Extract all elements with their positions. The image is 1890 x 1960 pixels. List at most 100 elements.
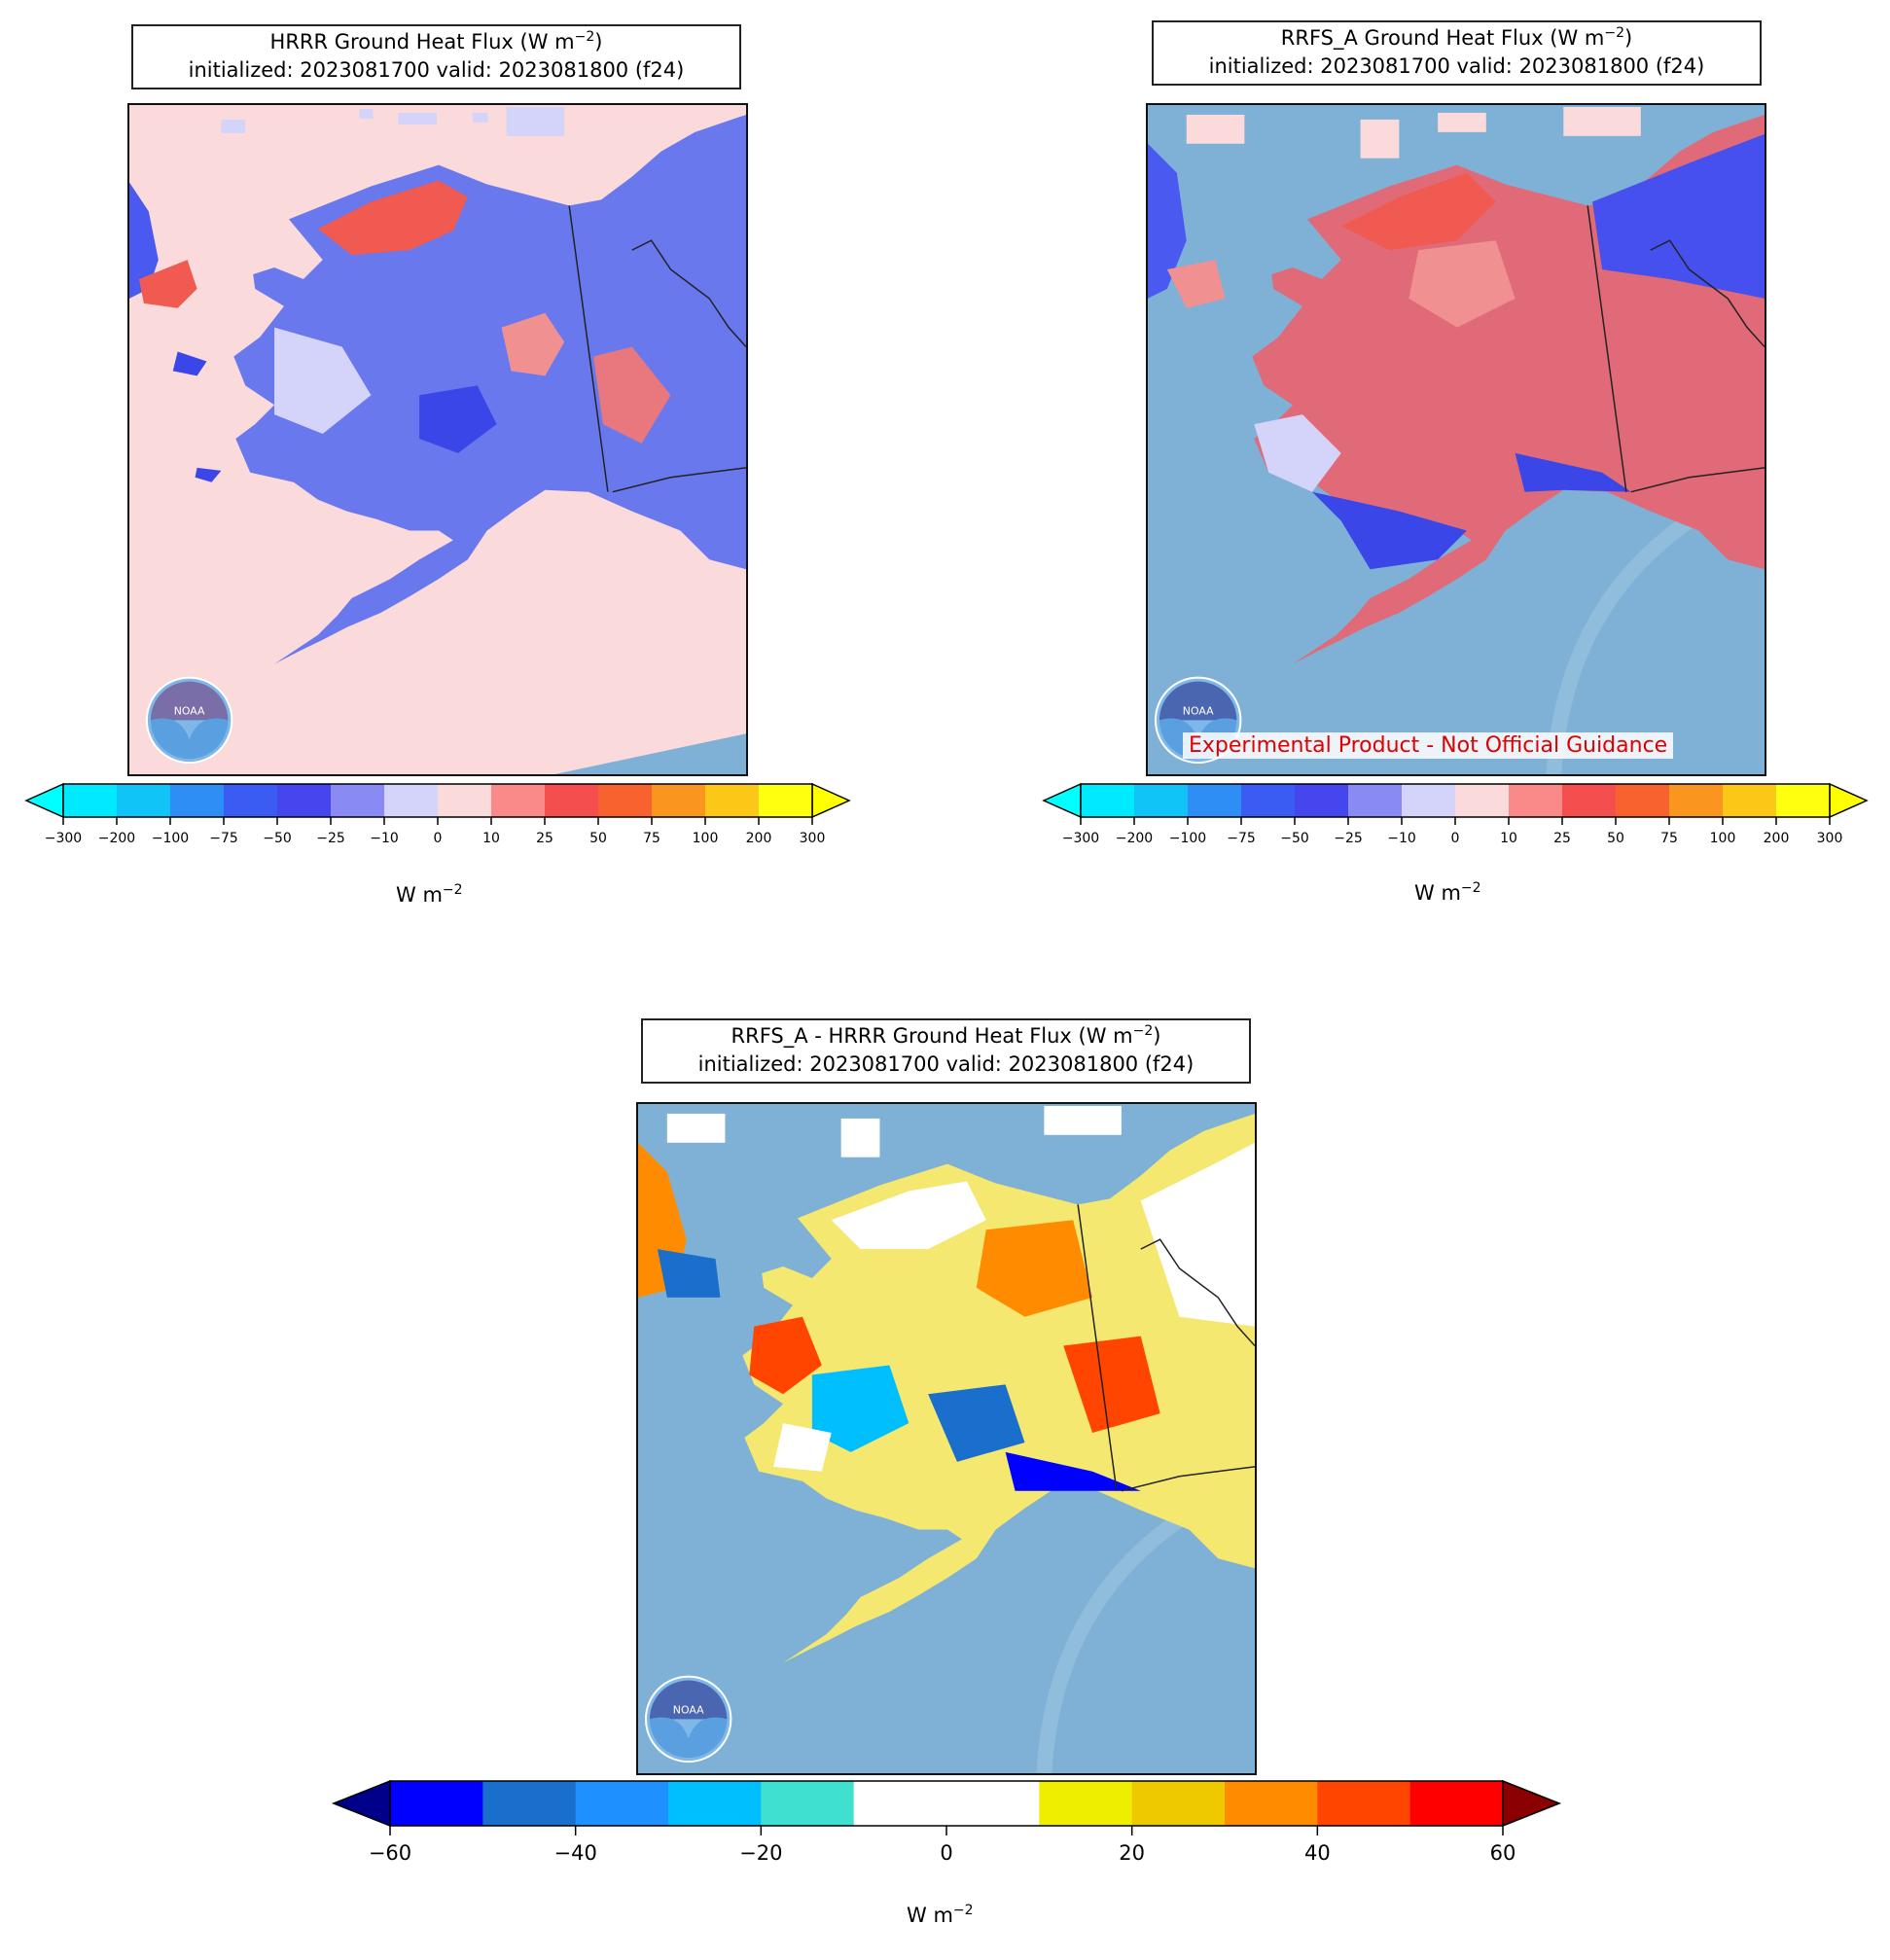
sea-corner — [554, 733, 746, 774]
colorbar-segment — [491, 784, 546, 817]
colorbar-segment — [1348, 784, 1403, 817]
colorbar-segment — [390, 1781, 483, 1826]
title-subtitle: initialized: 2023081700 valid: 202308180… — [188, 58, 685, 82]
sea-ice-patches — [1186, 106, 1641, 159]
colorbar-tick-label: −75 — [209, 831, 238, 846]
colorbar-tick-label: −100 — [152, 831, 189, 846]
colorbar-segment — [1188, 784, 1242, 817]
title-subtitle: initialized: 2023081700 valid: 202308180… — [697, 1052, 1195, 1076]
colorbar-tick-label: 60 — [1490, 1841, 1516, 1865]
colorbar-tick-label: −25 — [316, 831, 345, 846]
colorbar-segment — [1134, 784, 1189, 817]
colorbar-tick-label: −50 — [1280, 831, 1309, 846]
colorbar-segment — [1776, 784, 1831, 817]
colorbar-segment — [652, 784, 706, 817]
seafloor-ridge — [1546, 503, 1765, 774]
colorbar-segment — [575, 1781, 669, 1826]
colorbar-tick-label: 100 — [1710, 831, 1736, 846]
colorbar-tick-label: 50 — [589, 831, 607, 846]
colorbar-segment — [545, 784, 599, 817]
colorbar-over-triangle — [811, 782, 851, 819]
colorbar-segment — [1562, 784, 1617, 817]
title-subtitle: initialized: 2023081700 valid: 202308180… — [1208, 54, 1705, 78]
map-svg: NOAA — [638, 1104, 1255, 1773]
colorbar-segment — [331, 784, 385, 817]
map-svg: NOAA — [1148, 105, 1765, 774]
colorbar-segment — [482, 1781, 577, 1826]
colorbar-tick-label: −20 — [739, 1841, 782, 1865]
colorbar-segment — [598, 784, 653, 817]
noaa-logo: NOAA — [644, 1675, 732, 1764]
colorbar-segment — [63, 784, 118, 817]
title-text: HRRR Ground Heat Flux (W m−2) — [269, 29, 603, 53]
colorbar-tick-label: −200 — [1116, 831, 1153, 846]
colorbar-under-triangle — [1042, 782, 1082, 819]
colorbar-segment — [1402, 784, 1456, 817]
map-svg: NOAA — [129, 105, 746, 774]
colorbar-tick-label: 75 — [1660, 831, 1678, 846]
colorbar-segment — [759, 784, 813, 817]
colorbar-segment — [117, 784, 171, 817]
colorbar-unit-label: W m−2 — [396, 882, 463, 907]
colorbar-segment — [1409, 1781, 1504, 1826]
colorbar-segment — [1225, 1781, 1318, 1826]
colorbar-svg: −60 −40 −20 0 20 40 60 — [331, 1779, 1562, 1865]
colorbar-segment — [1081, 784, 1135, 817]
colorbar-tick-label: −300 — [45, 831, 82, 846]
colorbar-segment — [438, 784, 492, 817]
colorbar-unit-label: W m−2 — [1414, 880, 1481, 905]
borders — [1077, 1204, 1255, 1492]
colorbar-segment — [946, 1781, 1040, 1826]
experimental-watermark: Experimental Product - Not Official Guid… — [1183, 732, 1674, 759]
colorbar-tick-label: 200 — [746, 831, 772, 846]
alaska-land — [638, 1113, 1255, 1663]
colorbar-tick-label: −10 — [370, 831, 399, 846]
colorbar-tick-label: 300 — [1817, 831, 1843, 846]
colorbar-segment — [1669, 784, 1724, 817]
seafloor-ridge — [1036, 1502, 1255, 1773]
colorbar-segment — [1317, 1781, 1411, 1826]
svg-text:NOAA: NOAA — [1183, 704, 1214, 717]
borders — [568, 205, 746, 493]
colorbar-over-triangle — [1502, 1779, 1562, 1828]
panel-title: RRFS_A - HRRR Ground Heat Flux (W m−2) i… — [641, 1018, 1251, 1084]
colorbar-tick-label: 40 — [1304, 1841, 1331, 1865]
colorbar-segment — [1039, 1781, 1133, 1826]
colorbar-segment — [277, 784, 332, 817]
colorbar-segment — [1131, 1781, 1226, 1826]
colorbar-segment — [705, 784, 760, 817]
colorbar-tick-label: 25 — [1553, 831, 1571, 846]
map-diff: NOAA — [636, 1102, 1257, 1775]
borders — [1587, 205, 1765, 493]
colorbar-tick-label: −100 — [1169, 831, 1206, 846]
title-text: RRFS_A - HRRR Ground Heat Flux (W m−2) — [731, 1023, 1161, 1048]
alaska-land — [129, 114, 746, 664]
colorbar-segment — [384, 784, 439, 817]
colorbar-svg: −300 −200 −100 −75 −50 −25 −10 0 10 25 50 75 100 200 3… — [1042, 782, 1869, 846]
colorbar-tick-label: 20 — [1119, 1841, 1145, 1865]
colorbar-under-triangle — [24, 782, 64, 819]
title-text: RRFS_A Ground Heat Flux (W m−2) — [1280, 25, 1633, 50]
colorbar-segment — [1295, 784, 1349, 817]
colorbar-tick-label: −50 — [263, 831, 292, 846]
colorbar-tick-label: 300 — [800, 831, 826, 846]
colorbar-segment — [1723, 784, 1777, 817]
colorbar-segment — [761, 1781, 855, 1826]
colorbar-segment — [853, 1781, 947, 1826]
colorbar-over-triangle — [1829, 782, 1869, 819]
colorbar-tick-label: 0 — [434, 831, 443, 846]
colorbar-tick-label: −200 — [98, 831, 135, 846]
panel-title: HRRR Ground Heat Flux (W m−2) initialize… — [131, 24, 741, 89]
colorbar-segment — [1241, 784, 1296, 817]
svg-text:NOAA: NOAA — [673, 1703, 704, 1716]
colorbar-tick-label: 10 — [1500, 831, 1517, 846]
colorbar-tick-label: −300 — [1062, 831, 1099, 846]
colorbar-tick-label: 0 — [1451, 831, 1460, 846]
colorbar-tick-label: −60 — [369, 1841, 411, 1865]
colorbar-tick-label: 200 — [1764, 831, 1790, 846]
colorbar-svg: −300 −200 −100 −75 −50 −25 −10 0 10 25 50 75 100 200 3… — [24, 782, 851, 846]
colorbar-tick-label: 100 — [693, 831, 719, 846]
colorbar-tick-label: −40 — [554, 1841, 597, 1865]
map-rrfs: NOAA Experimental Product - Not Official… — [1146, 103, 1766, 776]
colorbar-tick-label: −25 — [1334, 831, 1363, 846]
